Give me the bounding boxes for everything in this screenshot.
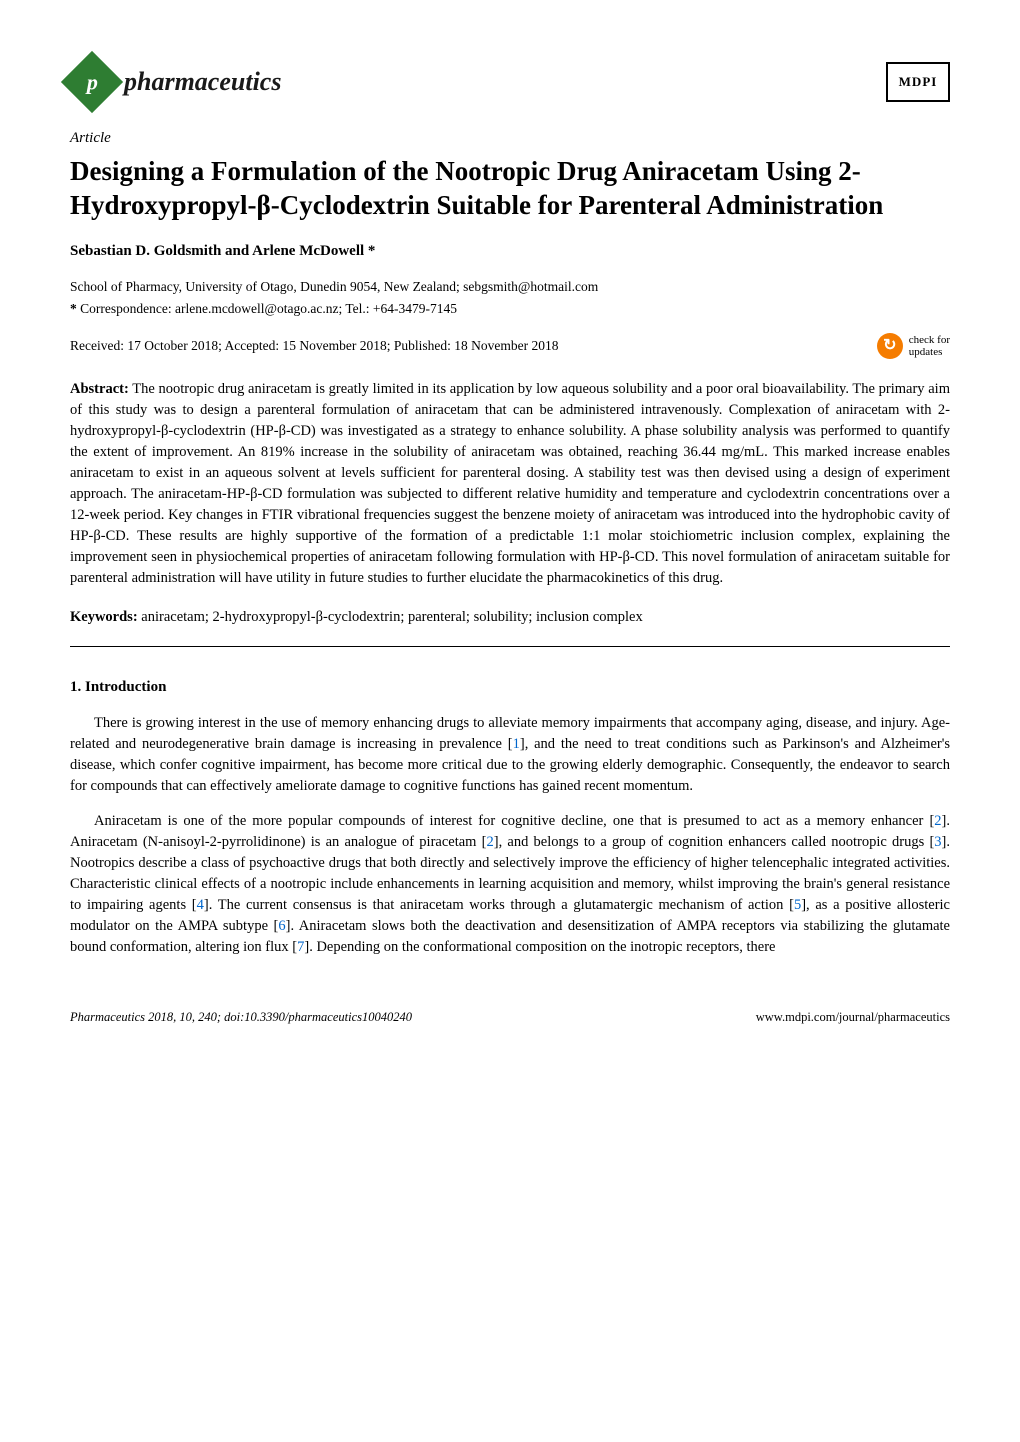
section-heading: 1. Introduction [70, 677, 950, 699]
journal-logo-icon: p [61, 51, 123, 113]
footer-journal-name: Pharmaceutics [70, 1010, 145, 1024]
keywords-text: aniracetam; 2-hydroxypropyl-β-cyclodextr… [141, 609, 642, 625]
correspondence-marker: * [70, 301, 77, 316]
footer-citation-rest: 2018, 10, 240; doi:10.3390/pharmaceutics… [145, 1010, 412, 1024]
section-divider [70, 646, 950, 647]
check-updates-badge[interactable]: ↻ check for updates [877, 333, 950, 359]
abstract: Abstract: The nootropic drug aniracetam … [70, 379, 950, 589]
dates-row: Received: 17 October 2018; Accepted: 15 … [70, 333, 950, 359]
ref-link-1[interactable]: 1 [513, 736, 520, 752]
article-type: Article [70, 128, 950, 150]
authors: Sebastian D. Goldsmith and Arlene McDowe… [70, 241, 950, 263]
abstract-text: The nootropic drug aniracetam is greatly… [70, 381, 950, 586]
check-updates-line2: updates [909, 346, 950, 358]
journal-logo-letter: p [87, 66, 98, 98]
ref-link-3[interactable]: 3 [934, 834, 941, 850]
para2-part-c: ], and belongs to a group of cognition e… [494, 834, 935, 850]
journal-name: pharmaceutics [124, 63, 281, 101]
page-footer: Pharmaceutics 2018, 10, 240; doi:10.3390… [70, 1008, 950, 1026]
journal-url-link[interactable]: www.mdpi.com/journal/pharmaceutics [756, 1010, 950, 1024]
publisher-logo-icon: MDPI [886, 62, 950, 102]
ref-link-6[interactable]: 6 [278, 918, 285, 934]
keywords: Keywords: aniracetam; 2-hydroxypropyl-β-… [70, 607, 950, 628]
ref-link-4[interactable]: 4 [197, 897, 204, 913]
affiliation: School of Pharmacy, University of Otago,… [70, 277, 950, 297]
footer-citation: Pharmaceutics 2018, 10, 240; doi:10.3390… [70, 1008, 412, 1026]
para2-part-h: ]. Depending on the conformational compo… [304, 939, 775, 955]
correspondence: * Correspondence: arlene.mcdowell@otago.… [70, 299, 950, 319]
journal-badge: p pharmaceutics [70, 60, 281, 104]
check-updates-line1: check for [909, 334, 950, 346]
intro-para-2: Aniracetam is one of the more popular co… [70, 811, 950, 958]
abstract-label: Abstract: [70, 381, 129, 397]
keywords-label: Keywords: [70, 609, 138, 625]
para2-part-e: ]. The current consensus is that anirace… [204, 897, 794, 913]
para2-part-a: Aniracetam is one of the more popular co… [94, 813, 934, 829]
article-title: Designing a Formulation of the Nootropic… [70, 154, 950, 223]
check-updates-icon: ↻ [877, 333, 903, 359]
publication-dates: Received: 17 October 2018; Accepted: 15 … [70, 336, 559, 356]
check-updates-text: check for updates [909, 334, 950, 358]
intro-para-1: There is growing interest in the use of … [70, 713, 950, 797]
ref-link-2a[interactable]: 2 [934, 813, 941, 829]
ref-link-2b[interactable]: 2 [487, 834, 494, 850]
correspondence-text: Correspondence: arlene.mcdowell@otago.ac… [80, 301, 457, 316]
header-row: p pharmaceutics MDPI [70, 60, 950, 104]
footer-url[interactable]: www.mdpi.com/journal/pharmaceutics [756, 1008, 950, 1026]
